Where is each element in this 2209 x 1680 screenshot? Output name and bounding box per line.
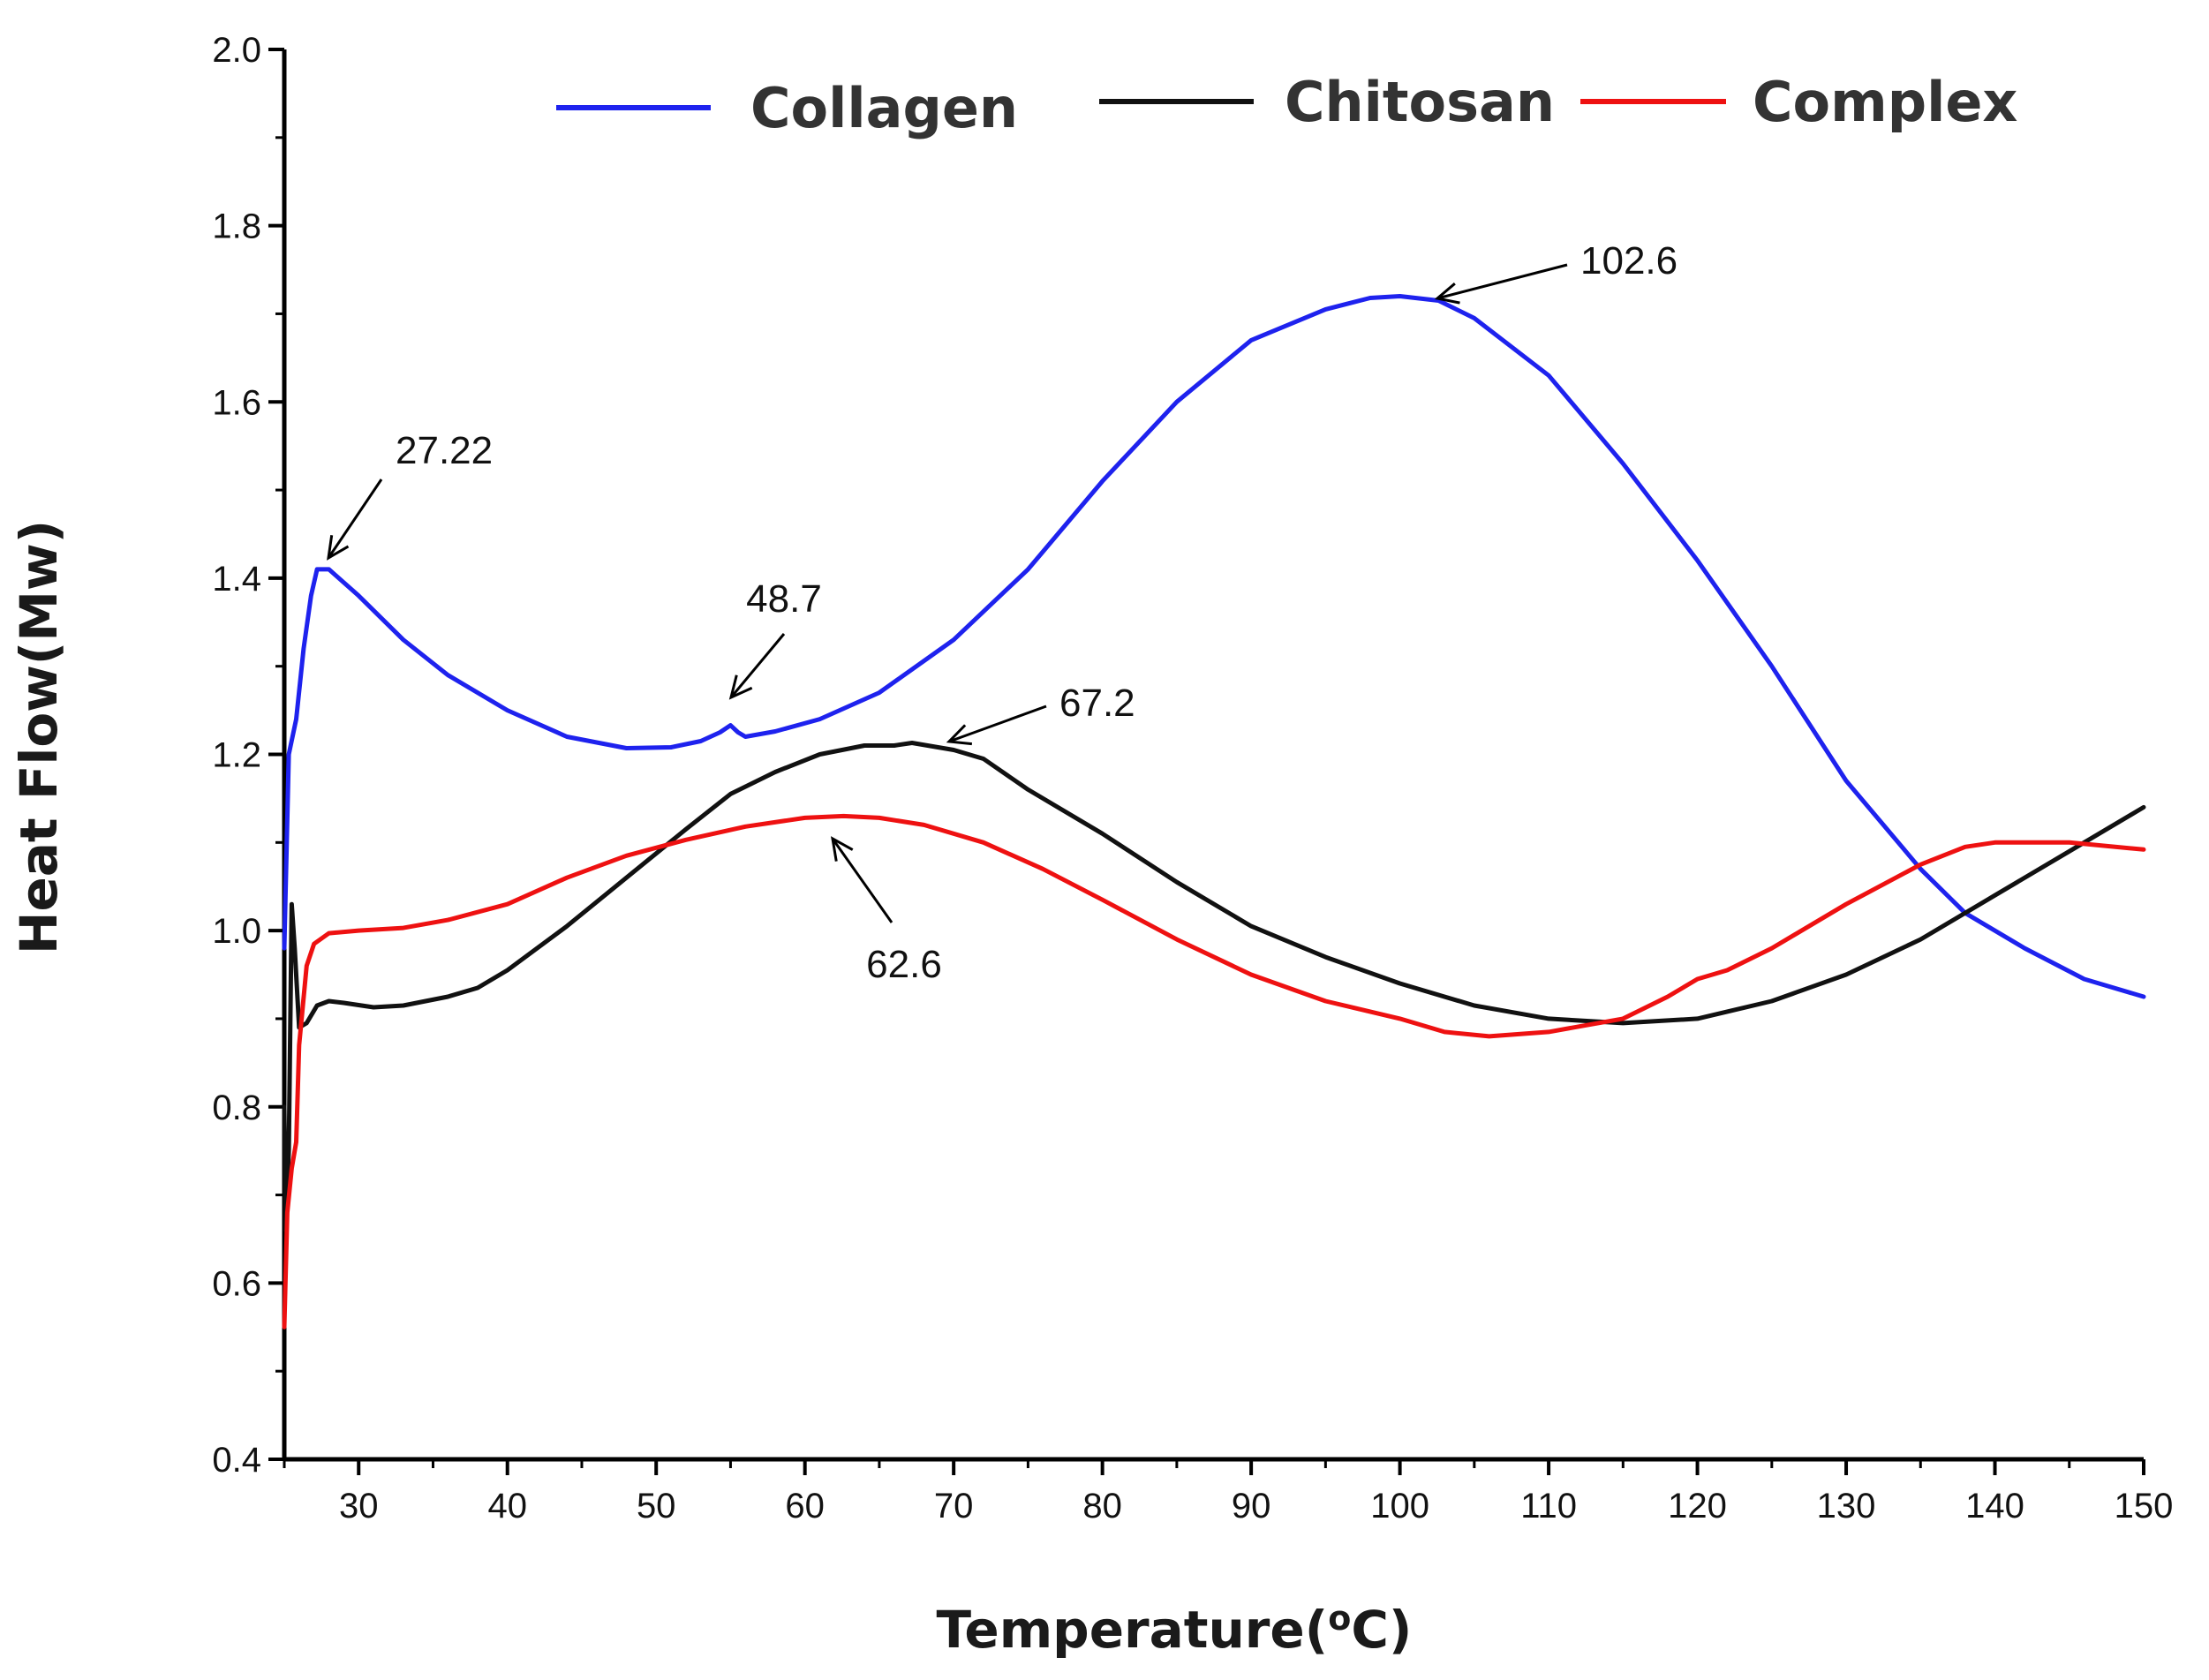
annotation-arrow-head [728,674,753,700]
y-tick-label: 1.8 [212,207,261,246]
annotation-label: 62.6 [866,943,942,986]
x-tick-label: 110 [1520,1487,1577,1526]
x-tick-label: 140 [1965,1487,2024,1526]
y-tick-label: 0.6 [212,1264,261,1303]
x-axis-title: Temperature(oC) [937,1599,1413,1660]
y-tick-label: 1.0 [212,912,261,951]
x-tick-label: 90 [1232,1487,1271,1526]
x-axis-title-tail: C) [1351,1600,1412,1660]
annotation-label: 48.7 [746,577,822,621]
annotation-arrow-head [327,535,350,561]
x-tick-label: 130 [1817,1487,1876,1526]
y-tick-label: 1.2 [212,736,261,775]
x-tick-label: 60 [785,1487,825,1526]
x-tick-label: 30 [339,1487,379,1526]
annotation-arrow-head [1434,283,1460,305]
y-axis-title: Heat Flow(Mw) [9,520,69,954]
annotation-label: 67.2 [1059,682,1135,725]
series-line-chitosan [282,741,2146,1232]
annotations-group: 27.22 48.7 67.2 62.6 102.6 [327,239,1677,986]
legend-label-chitosan: Chitosan [1285,70,1555,134]
annotation-arrow-shaft [831,838,893,923]
legend-label-collagen: Collagen [750,76,1018,140]
x-tick-label: 70 [934,1487,974,1526]
y-tick-label: 1.6 [212,383,261,422]
legend-label-complex: Complex [1753,70,2017,134]
series-line-complex [282,813,2146,1330]
y-tick-label: 2.0 [212,31,261,70]
annotation-label: 102.6 [1580,239,1677,283]
annotation-label: 27.22 [396,429,493,472]
legend: Collagen Chitosan Complex [556,70,2017,140]
annotation-arrow-shaft [948,704,1047,743]
series-group [282,294,2146,1330]
x-tick-label: 80 [1082,1487,1122,1526]
y-tick-label: 0.4 [212,1441,261,1480]
x-tick-label: 40 [487,1487,527,1526]
annotation-arrow-head [946,724,973,746]
annotation-arrow-shaft [729,633,786,698]
annotation-arrow-shaft [1436,263,1568,300]
axes: 0.4 0.6 0.8 1.0 1.2 1.4 1.6 1.8 2.0 30 40 50 60 70 80 9… [212,31,2173,1526]
y-tick-label: 1.4 [212,560,261,599]
annotation-arrow-shaft [327,478,383,559]
y-tick-label: 0.8 [212,1089,261,1127]
x-tick-label: 50 [637,1487,676,1526]
x-tick-label: 120 [1668,1487,1727,1526]
x-tick-label: 150 [2115,1487,2174,1526]
x-axis-title-main: Temperature( [937,1600,1329,1660]
series-line-collagen [282,294,2146,999]
x-axis-title-superscript: o [1328,1599,1351,1638]
annotation-arrow-head [831,836,854,862]
x-tick-label: 100 [1370,1487,1429,1526]
